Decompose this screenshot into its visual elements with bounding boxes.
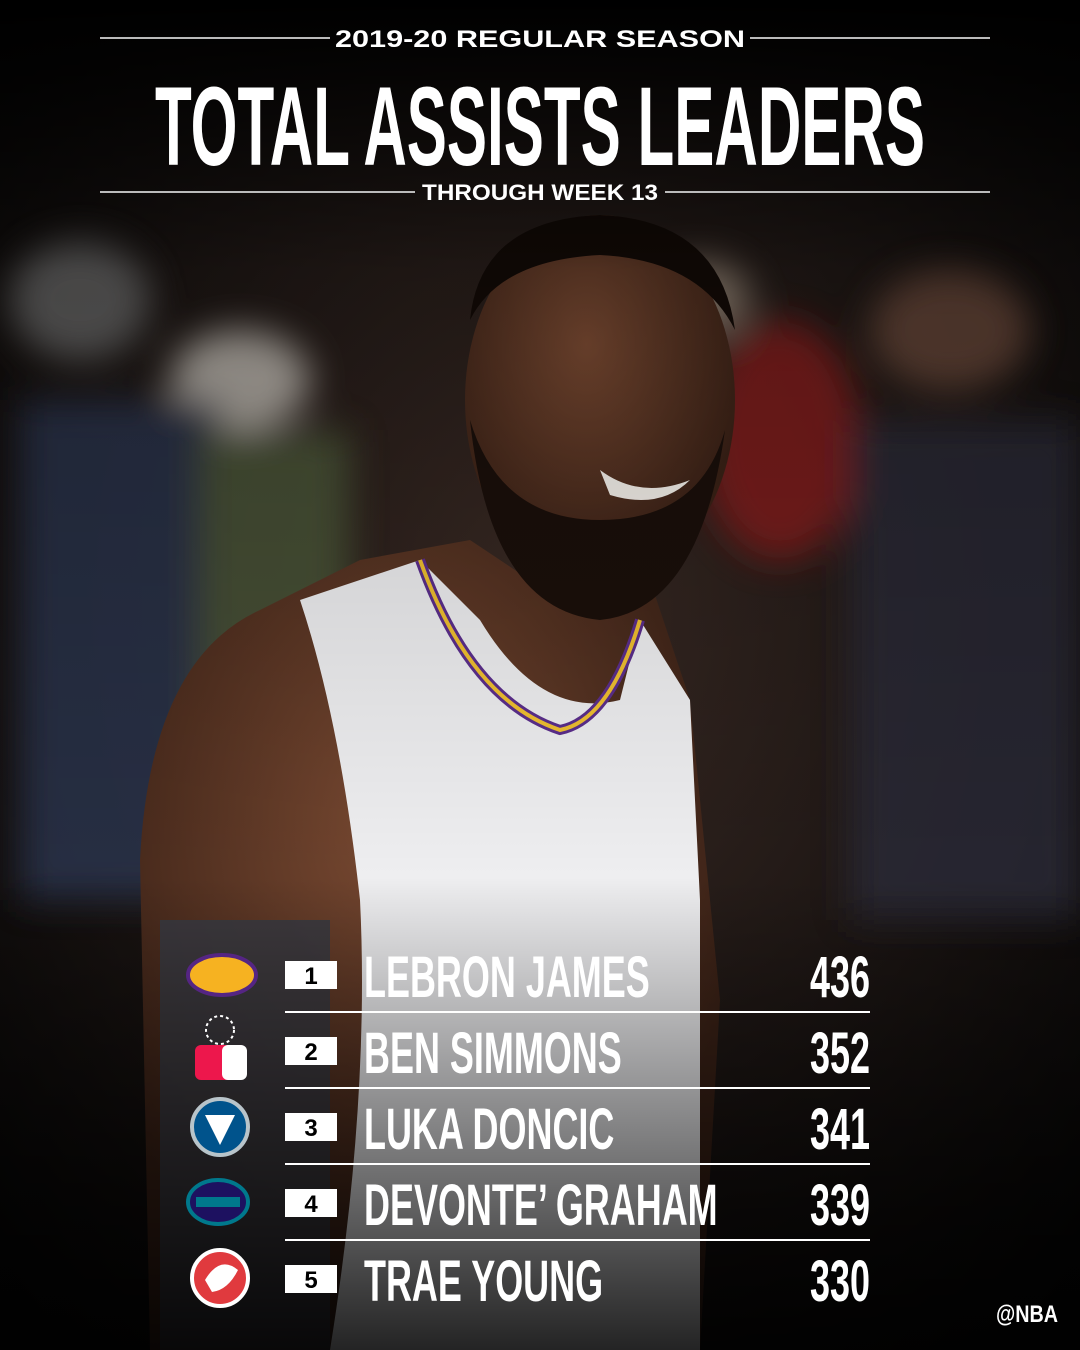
rank: 1 xyxy=(304,963,317,990)
leader-row: 5 TRAE YOUNG 330 xyxy=(285,1249,870,1314)
rank: 4 xyxy=(304,1191,318,1218)
assists-total: 352 xyxy=(810,1021,870,1086)
team-logo xyxy=(190,1097,250,1157)
team-logo xyxy=(186,1178,250,1226)
team-logo xyxy=(195,1015,247,1080)
handle: @NBA xyxy=(996,1301,1058,1328)
team-logo xyxy=(190,1248,250,1308)
player-name: LUKA DONCIC xyxy=(364,1097,614,1162)
title: TOTAL ASSISTS LEADERS xyxy=(155,64,925,189)
leaderboard: 1 LEBRON JAMES 436 2 BEN SIMMONS 352 3 LUKA DON… xyxy=(285,945,870,1314)
leader-row: 2 BEN SIMMONS 352 xyxy=(285,1021,870,1089)
leader-row: 4 DEVONTE’ GRAHAM 339 xyxy=(285,1173,870,1241)
team-logos xyxy=(186,953,258,1308)
leader-row: 3 LUKA DONCIC 341 xyxy=(285,1097,870,1165)
player-name: BEN SIMMONS xyxy=(364,1021,622,1086)
player-name: DEVONTE’ GRAHAM xyxy=(364,1173,718,1238)
rank: 5 xyxy=(304,1267,317,1294)
subtitle: THROUGH WEEK 13 xyxy=(422,180,658,205)
team-logo xyxy=(186,953,258,997)
rank-box xyxy=(285,1189,337,1217)
rank: 2 xyxy=(304,1039,317,1066)
assists-total: 436 xyxy=(810,945,870,1010)
header-rules xyxy=(100,37,990,193)
rank: 3 xyxy=(304,1115,317,1142)
season-label: 2019-20 REGULAR SEASON xyxy=(335,26,745,53)
leader-row: 1 LEBRON JAMES 436 xyxy=(285,945,870,1013)
rank-box xyxy=(285,1265,337,1293)
rank-box xyxy=(285,1113,337,1141)
rank-box xyxy=(285,961,337,989)
player-name: LEBRON JAMES xyxy=(364,945,650,1010)
rank-box xyxy=(285,1037,337,1065)
assists-total: 330 xyxy=(810,1249,870,1314)
player-name: TRAE YOUNG xyxy=(364,1249,603,1314)
assists-total: 339 xyxy=(810,1173,870,1238)
assists-total: 341 xyxy=(810,1097,870,1162)
